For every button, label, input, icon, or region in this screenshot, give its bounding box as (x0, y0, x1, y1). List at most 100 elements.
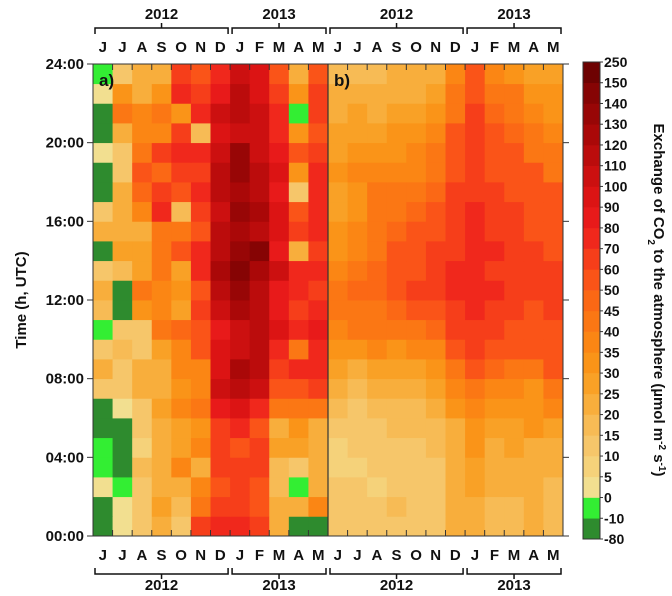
heatmap-cell (288, 123, 309, 144)
heatmap-cell (210, 221, 231, 242)
heatmap-cell (386, 201, 407, 222)
heatmap-cell (93, 280, 113, 301)
heatmap-cell (112, 496, 133, 517)
heatmap-cell (543, 359, 564, 380)
month-label-top: M (312, 39, 325, 56)
heatmap-cell (151, 201, 172, 222)
heatmap-cell (523, 339, 544, 360)
year-label-bottom: 2012 (380, 577, 413, 591)
heatmap-cell (230, 398, 251, 419)
month-label-top: J (99, 39, 107, 56)
heatmap-cell (93, 319, 113, 340)
heatmap-cell (445, 496, 466, 517)
heatmap-cell (425, 83, 446, 104)
heatmap-cell (210, 241, 231, 262)
month-label-top: M (547, 39, 560, 56)
heatmap-cell (367, 123, 388, 144)
panel-b: b) (328, 64, 564, 537)
heatmap-cell (406, 359, 427, 380)
heatmap-cell (190, 398, 211, 419)
heatmap-cell (406, 260, 427, 281)
heatmap-cell (171, 516, 192, 537)
heatmap-cell (367, 516, 388, 537)
heatmap-cell (230, 221, 251, 242)
heatmap-cell (445, 457, 466, 478)
heatmap-cell (190, 64, 211, 85)
heatmap-cell (132, 359, 153, 380)
heatmap-cell (523, 64, 544, 85)
heatmap-cell (210, 418, 231, 439)
heatmap-cell (230, 103, 251, 124)
colorbar-swatch (583, 414, 600, 436)
heatmap-cell (543, 418, 564, 439)
month-label-top: A (293, 39, 304, 56)
y-tick-label: 16:00 (46, 213, 84, 230)
heatmap-cell (484, 300, 505, 321)
heatmap-cell (484, 319, 505, 340)
colorbar-swatch (583, 393, 600, 415)
heatmap-cell (132, 398, 153, 419)
heatmap-cell (425, 339, 446, 360)
heatmap-cell (308, 398, 329, 419)
colorbar-tick-label: 20 (604, 407, 620, 423)
colorbar-label-part: -1 (657, 463, 668, 472)
heatmap-cell (484, 123, 505, 144)
heatmap-cell (308, 260, 329, 281)
month-label-top: A (137, 39, 148, 56)
heatmap-cell (210, 103, 231, 124)
heatmap-cell (190, 103, 211, 124)
heatmap-cell (151, 280, 172, 301)
heatmap-cell (269, 418, 290, 439)
heatmap-cell (308, 201, 329, 222)
heatmap-cell (367, 182, 388, 203)
heatmap-cell (249, 64, 270, 85)
heatmap-cell (328, 496, 348, 517)
colorbar: 2501501401301201101009080706050454035302… (582, 54, 628, 547)
heatmap-cell (523, 221, 544, 242)
heatmap-cell (171, 378, 192, 399)
heatmap-cell (445, 182, 466, 203)
heatmap-cell (171, 319, 192, 340)
heatmap-cell (425, 241, 446, 262)
heatmap-cell (132, 300, 153, 321)
colorbar-tick-label: -80 (604, 531, 624, 547)
heatmap-cell (328, 162, 348, 183)
heatmap-cell (269, 142, 290, 163)
heatmap-cell (445, 162, 466, 183)
heatmap-cell (249, 162, 270, 183)
heatmap-cell (465, 437, 486, 458)
colorbar-tick-label: 35 (604, 344, 620, 360)
heatmap-cell (190, 496, 211, 517)
heatmap-cell (269, 496, 290, 517)
heatmap-cell (132, 378, 153, 399)
heatmap-cell (347, 496, 368, 517)
month-label-top: S (157, 39, 167, 56)
heatmap-cell (308, 359, 329, 380)
colorbar-swatch (583, 144, 600, 166)
heatmap-cell (249, 398, 270, 419)
heatmap-cell (308, 123, 329, 144)
heatmap-cell (210, 162, 231, 183)
heatmap-cell (171, 83, 192, 104)
heatmap-cell (425, 162, 446, 183)
heatmap-cell (112, 516, 133, 537)
heatmap-cell (347, 221, 368, 242)
heatmap-cell (367, 162, 388, 183)
heatmap-cell (230, 496, 251, 517)
heatmap-cell (190, 83, 211, 104)
heatmap-cell (445, 477, 466, 498)
heatmap-cell (465, 260, 486, 281)
heatmap-cell (288, 437, 309, 458)
heatmap-cell (112, 300, 133, 321)
heatmap-cell (543, 103, 564, 124)
heatmap-cell (504, 142, 525, 163)
heatmap-cell (190, 339, 211, 360)
heatmap-cell (230, 359, 251, 380)
heatmap-cell (445, 123, 466, 144)
heatmap-cell (171, 103, 192, 124)
y-axis-label: Time (h, UTC) (13, 251, 30, 348)
heatmap-cell (523, 280, 544, 301)
heatmap-cell (249, 201, 270, 222)
heatmap-cell (406, 64, 427, 85)
heatmap-cell (386, 123, 407, 144)
